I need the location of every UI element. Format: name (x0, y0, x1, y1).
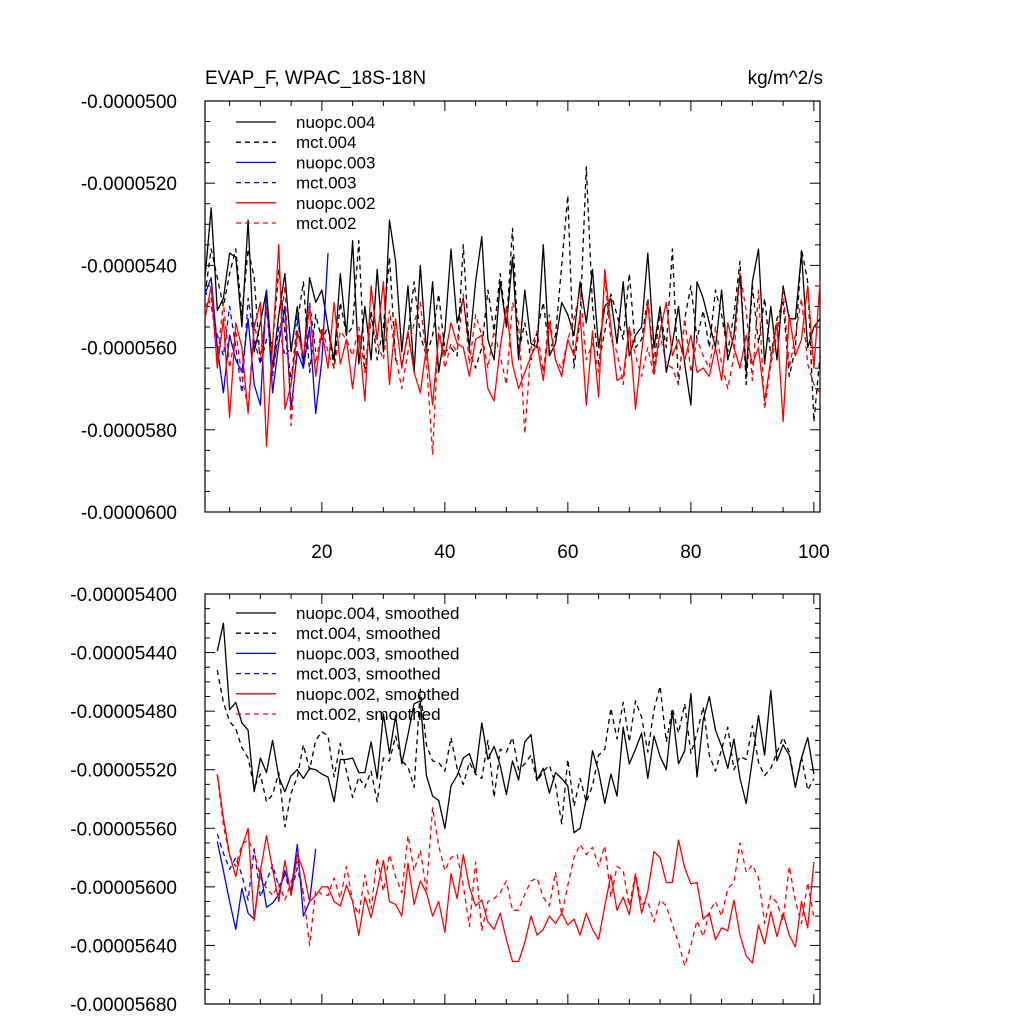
y-tick-label: -0.00005680 (70, 995, 177, 1016)
x-tick-label: 20 (311, 542, 332, 563)
legend-label: nuopc.002 (296, 194, 375, 213)
series-line-nuopc-002-smoothed (216, 774, 815, 964)
legend-label: nuopc.003, smoothed (296, 644, 460, 663)
x-tick-label: 40 (434, 542, 455, 563)
y-tick-label: -0.0000600 (81, 503, 177, 524)
legend-label: nuopc.002, smoothed (296, 685, 460, 704)
y-tick-label: -0.00005440 (70, 644, 177, 665)
legend-label: mct.003 (296, 174, 356, 193)
y-tick-label: -0.0000500 (81, 92, 177, 113)
series-line-nuopc-003 (204, 253, 329, 415)
y-tick-label: -0.00005640 (70, 936, 177, 957)
x-tick-label: 60 (557, 542, 578, 563)
y-tick-label: -0.0000560 (81, 339, 177, 360)
y-tick-label: -0.00005480 (70, 702, 177, 723)
top-panel: EVAP_F, WPAC_18S-18N kg/m^2/s 20 40 60 80 10… (81, 68, 830, 563)
legend-label: mct.004, smoothed (296, 624, 441, 643)
legend-label: nuopc.003 (296, 153, 375, 172)
series-line-nuopc-002 (204, 244, 821, 447)
series-line-mct-004 (204, 166, 821, 423)
y-tick-label: -0.00005600 (70, 878, 177, 899)
bottom-panel: -0.00005400 -0.00005440 -0.00005480 -0.0000… (70, 585, 821, 1016)
legend-label: mct.003, smoothed (296, 665, 441, 684)
legend-label: nuopc.004, smoothed (296, 604, 460, 623)
y-tick-label: -0.0000520 (81, 174, 177, 195)
legend-label: mct.004 (296, 133, 356, 152)
series-line-mct-002-smoothed (216, 775, 815, 967)
x-tick-label: 80 (680, 542, 701, 563)
legend-label: mct.002, smoothed (296, 705, 441, 724)
series-line-nuopc-004-smoothed (216, 622, 815, 834)
legend-label: mct.002 (296, 214, 356, 233)
y-tick-label: -0.00005560 (70, 819, 177, 840)
y-tick-label: -0.0000580 (81, 421, 177, 442)
chart-units: kg/m^2/s (748, 68, 823, 89)
y-tick-label: -0.00005520 (70, 761, 177, 782)
chart-title: EVAP_F, WPAC_18S-18N (205, 68, 426, 89)
series-line-nuopc-003-smoothed (216, 841, 317, 930)
y-tick-label: -0.0000540 (81, 256, 177, 277)
y-tick-label: -0.00005400 (70, 585, 177, 606)
legend-label: nuopc.004 (296, 113, 375, 132)
x-tick-label: 100 (798, 542, 830, 563)
series-line-nuopc-004 (204, 207, 821, 406)
